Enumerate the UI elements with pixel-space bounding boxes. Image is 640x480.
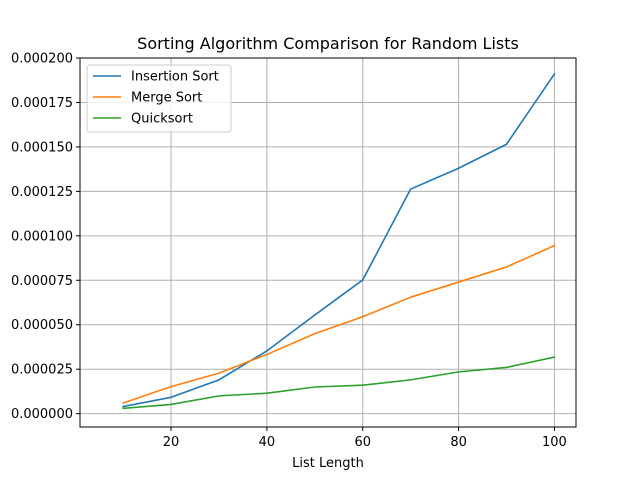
chart-title: Sorting Algorithm Comparison for Random …	[137, 34, 519, 53]
y-tick-label: 0.000200	[11, 52, 73, 67]
x-tick-label: 100	[542, 435, 567, 450]
x-tick-label: 20	[163, 435, 180, 450]
y-tick-label: 0.000025	[11, 363, 73, 378]
y-tick-label: 0.000050	[11, 318, 73, 333]
y-tick-label: 0.000125	[11, 185, 73, 200]
legend-label-insertion-sort: Insertion Sort	[131, 70, 219, 85]
legend-box	[86, 64, 232, 133]
legend: Insertion Sort Merge Sort Quicksort	[86, 64, 232, 133]
series-line-quicksort	[122, 356, 556, 410]
x-tick-label: 80	[450, 435, 467, 450]
x-axis-label: List Length	[292, 456, 364, 471]
x-tick-label: 40	[259, 435, 276, 450]
plot-frame	[79, 57, 577, 428]
legend-label-quicksort: Quicksort	[131, 112, 193, 127]
series-lines	[122, 72, 556, 410]
y-tick-label: 0.000075	[11, 274, 73, 289]
axis-ticks: 20 40 60 80 100 0.000000 0.000025 0.000050 0.000…	[11, 52, 567, 451]
legend-label-merge-sort: Merge Sort	[131, 91, 202, 106]
y-tick-label: 0.000175	[11, 96, 73, 111]
y-tick-label: 0.000150	[11, 140, 73, 155]
x-tick-label: 60	[354, 435, 371, 450]
series-line-merge-sort	[122, 244, 556, 405]
series-line-insertion-sort	[122, 72, 556, 408]
y-tick-label: 0.000100	[11, 229, 73, 244]
y-tick-label: 0.000000	[11, 407, 73, 422]
